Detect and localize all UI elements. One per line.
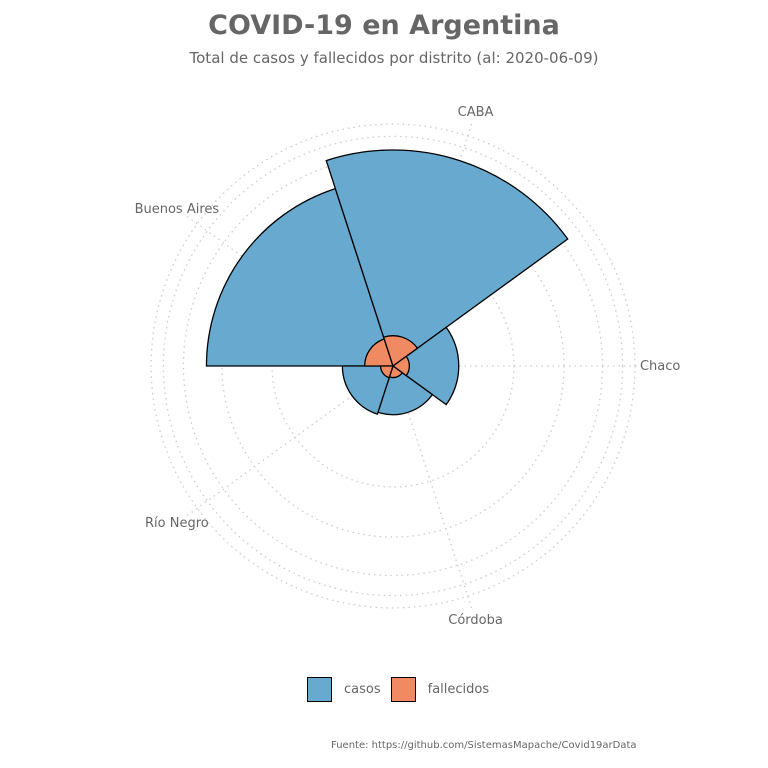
grid-circle — [162, 135, 624, 597]
chart-title: COVID-19 en Argentina — [208, 10, 560, 41]
bar-fallecidos-1 — [382, 335, 419, 368]
bar-fallecidos-2 — [391, 355, 410, 377]
bar-casos-2 — [391, 326, 460, 406]
legend-item-fallecidos: fallecidos — [390, 677, 500, 702]
bars-layer — [205, 149, 569, 416]
legend-swatch-casos — [307, 677, 332, 702]
category-label: Chaco — [640, 359, 680, 374]
category-label: Córdoba — [448, 613, 503, 628]
category-label: Río Negro — [145, 516, 209, 531]
category-labels: Buenos Aires CABA Chaco Córdoba Río Negro — [135, 105, 681, 628]
bar-casos-0 — [205, 187, 394, 367]
legend-item-casos: casos — [307, 677, 391, 702]
bar-casos-3 — [377, 364, 434, 416]
legend-swatch-fallecidos — [390, 677, 416, 702]
source-note: Fuente: https://github.com/SistemasMapac… — [331, 740, 637, 751]
chart-subtitle: Total de casos y fallecidos por distrito… — [189, 49, 599, 67]
category-label: CABA — [458, 105, 494, 120]
bar-casos-4 — [341, 365, 394, 415]
legend-label-casos: casos — [344, 682, 381, 697]
bar-fallecidos-4 — [379, 365, 394, 379]
bar-casos-1 — [325, 149, 569, 368]
grid-circle — [150, 123, 636, 609]
legend-label-fallecidos: fallecidos — [427, 682, 490, 697]
legend: casos fallecidos — [307, 677, 499, 702]
category-label: Buenos Aires — [135, 202, 220, 217]
